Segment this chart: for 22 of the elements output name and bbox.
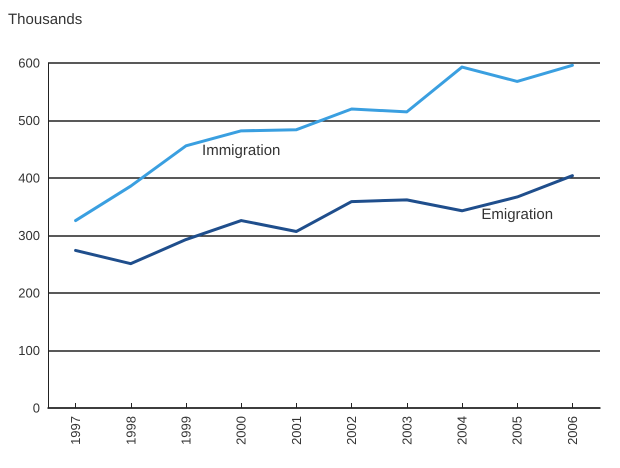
y-tick-label: 0 [32, 400, 40, 416]
y-tick-label: 300 [18, 228, 40, 243]
x-tick-label: 1999 [178, 416, 194, 445]
x-tick-label: 1998 [123, 416, 138, 445]
series-label: Emigration [481, 206, 554, 223]
line-series [74, 64, 574, 222]
y-axis-title: Thousands [8, 11, 82, 28]
line-series [74, 174, 574, 266]
x-tick-label: 2001 [288, 416, 304, 445]
x-tick-label: 2006 [564, 416, 580, 445]
x-tick-label: 2000 [234, 416, 249, 445]
x-tick-label: 2002 [344, 416, 360, 445]
x-tick-label: 2003 [399, 416, 414, 445]
x-tick-label: 2004 [454, 416, 470, 445]
y-tick-label: 400 [18, 170, 40, 186]
y-tick-label: 600 [18, 56, 40, 70]
y-tick-label: 100 [18, 343, 40, 358]
series-label: Immigration [202, 142, 280, 159]
x-tick-label: 2005 [510, 416, 525, 445]
x-tick-label: 1997 [68, 416, 84, 445]
y-tick-label: 500 [18, 113, 40, 128]
y-tick-label: 200 [18, 286, 40, 300]
